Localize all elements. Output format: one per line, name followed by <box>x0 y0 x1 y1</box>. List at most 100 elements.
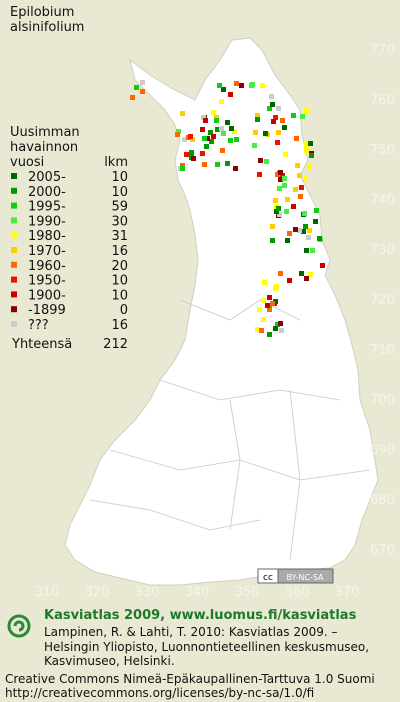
dot <box>175 132 180 137</box>
dot <box>221 87 226 92</box>
dot <box>205 136 210 141</box>
dot <box>262 280 267 285</box>
x-tick-label: 350 <box>235 585 260 600</box>
dot <box>219 126 224 131</box>
total-label: Yhteensä <box>11 337 72 352</box>
legend-count: 10 <box>111 288 128 303</box>
dot <box>297 173 302 178</box>
dot <box>302 211 307 216</box>
total: 212 <box>103 337 128 352</box>
legend-swatch <box>11 291 17 298</box>
legend-swatch <box>11 261 17 268</box>
dot <box>225 120 230 125</box>
dot <box>304 248 309 253</box>
dot <box>282 183 287 188</box>
dot <box>233 166 238 171</box>
dot <box>275 172 280 177</box>
dot <box>260 83 265 88</box>
dot <box>297 228 302 233</box>
y-tick-label: 730 <box>370 243 395 258</box>
dot <box>279 328 284 333</box>
dot <box>304 108 309 113</box>
dot <box>277 186 282 191</box>
dot <box>307 228 312 233</box>
dot <box>252 143 257 148</box>
legend-count: 0 <box>120 303 128 318</box>
x-tick-label: 310 <box>35 585 60 600</box>
dot <box>273 326 278 331</box>
finland-outline <box>64 37 379 586</box>
dot <box>278 170 283 175</box>
dot <box>140 89 145 94</box>
dot <box>276 130 281 135</box>
dot <box>265 303 270 308</box>
dot <box>270 102 275 107</box>
dot <box>190 137 195 142</box>
dot <box>220 148 225 153</box>
legend-swatch <box>11 217 17 224</box>
dot <box>267 307 272 312</box>
dot <box>282 125 287 130</box>
legend-swatch <box>11 173 17 179</box>
x-tick-label: 370 <box>335 585 360 600</box>
dot <box>278 271 283 276</box>
y-tick-label: 670 <box>370 543 395 558</box>
legend-count: 59 <box>111 200 128 215</box>
dot <box>273 198 278 203</box>
legend-count: 30 <box>111 214 128 229</box>
headline: Kasviatlas 2009, www.luomus.fi/kasviatla… <box>44 608 357 623</box>
dot <box>180 111 185 116</box>
y-tick-label: 760 <box>370 93 395 108</box>
dot <box>280 118 285 123</box>
dot <box>261 317 266 322</box>
x-tick-label: 320 <box>85 585 110 600</box>
dot <box>299 271 304 276</box>
observation-dots <box>130 80 325 337</box>
legend-count: 16 <box>111 244 128 259</box>
dot <box>229 126 234 131</box>
dot <box>219 99 224 104</box>
dot <box>189 150 194 155</box>
dot <box>261 298 266 303</box>
x-tick-label: 330 <box>135 585 160 600</box>
dot <box>234 137 239 142</box>
legend-title: vuosi <box>10 155 44 170</box>
dot <box>264 159 269 164</box>
dot <box>134 85 139 90</box>
title: Epilobium <box>10 5 74 20</box>
dot <box>307 164 312 169</box>
legend-swatch <box>11 276 17 283</box>
citation: Lampinen, R. & Lahti, T. 2010: Kasviatla… <box>44 625 338 639</box>
dot <box>313 219 318 224</box>
dot <box>228 92 233 97</box>
dot <box>308 141 313 146</box>
legend-count: 10 <box>111 185 128 200</box>
dot <box>278 321 283 326</box>
legend-label: ??? <box>28 318 49 333</box>
license: http://creativecommons.org/licenses/by-n… <box>5 686 314 700</box>
dot <box>200 127 205 132</box>
dot <box>309 153 314 158</box>
dot <box>287 278 292 283</box>
dot <box>304 276 309 281</box>
legend-count: 10 <box>111 274 128 289</box>
count-header: lkm <box>104 155 128 170</box>
dot <box>274 209 279 214</box>
dot <box>310 248 315 253</box>
dot <box>209 139 214 144</box>
legend-label: 2000- <box>28 185 66 200</box>
dot <box>299 185 304 190</box>
license: Creative Commons Nimeä-Epäkaupallinen-Ta… <box>5 672 375 686</box>
legend-swatch <box>11 247 17 253</box>
dot <box>191 156 196 161</box>
dot <box>228 138 233 143</box>
dot <box>255 113 260 118</box>
y-tick-label: 750 <box>370 143 395 158</box>
dot <box>259 328 264 333</box>
dot <box>180 166 185 171</box>
legend-swatch <box>11 306 17 313</box>
dot <box>301 229 306 234</box>
dot <box>291 204 296 209</box>
dot <box>276 206 281 211</box>
